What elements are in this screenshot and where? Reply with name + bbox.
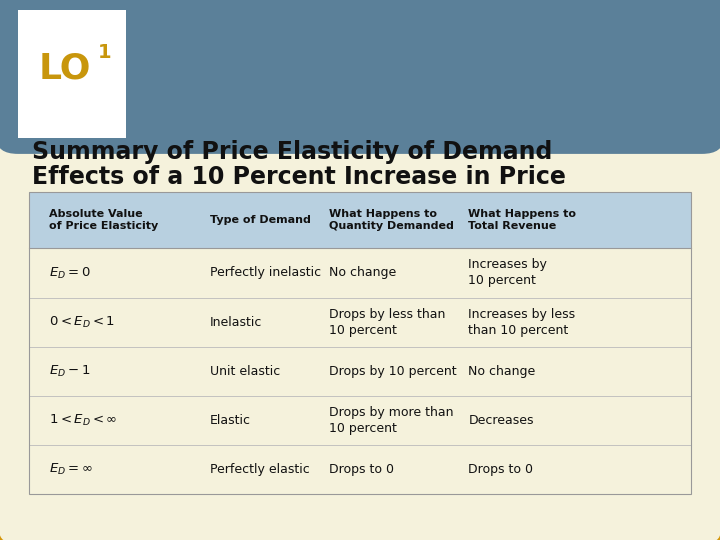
Text: 1: 1 [98,43,111,62]
Text: Drops to 0: Drops to 0 [469,463,534,476]
Text: Absolute Value
of Price Elasticity: Absolute Value of Price Elasticity [49,208,158,232]
Text: $E_D = 0$: $E_D = 0$ [49,266,91,280]
Text: Decreases: Decreases [469,414,534,427]
Bar [18,116,702,138]
Bar [29,248,691,494]
Text: No change: No change [469,364,536,378]
Text: Perfectly inelastic: Perfectly inelastic [210,266,321,280]
Text: Unit elastic: Unit elastic [210,364,280,378]
FancyBboxPatch shape [0,0,720,154]
Bar [29,192,691,494]
Text: $1 < E_D < \infty$: $1 < E_D < \infty$ [49,413,117,428]
Text: Elastic: Elastic [210,414,251,427]
Text: Drops by more than
10 percent: Drops by more than 10 percent [329,406,454,435]
Text: Drops by less than
10 percent: Drops by less than 10 percent [329,308,446,336]
Text: LO: LO [39,51,91,85]
Text: Perfectly elastic: Perfectly elastic [210,463,310,476]
Text: Drops by 10 percent: Drops by 10 percent [329,364,457,378]
Text: What Happens to
Quantity Demanded: What Happens to Quantity Demanded [329,208,454,232]
Text: Drops to 0: Drops to 0 [329,463,395,476]
Text: What Happens to
Total Revenue: What Happens to Total Revenue [469,208,577,232]
Text: No change: No change [329,266,397,280]
Text: Inelastic: Inelastic [210,315,263,329]
Text: $E_D - 1$: $E_D - 1$ [49,364,91,379]
Bar [18,10,126,138]
Text: Effects of a 10 Percent Increase in Price: Effects of a 10 Percent Increase in Pric… [32,165,566,188]
Text: Summary of Price Elasticity of Demand: Summary of Price Elasticity of Demand [32,140,553,164]
Text: Type of Demand: Type of Demand [210,215,311,225]
Text: Increases by
10 percent: Increases by 10 percent [469,259,547,287]
Text: Increases by less
than 10 percent: Increases by less than 10 percent [469,308,575,336]
Text: $0 < E_D < 1$: $0 < E_D < 1$ [49,315,115,329]
Text: $E_D = \infty$: $E_D = \infty$ [49,462,93,477]
Bar [29,192,691,248]
